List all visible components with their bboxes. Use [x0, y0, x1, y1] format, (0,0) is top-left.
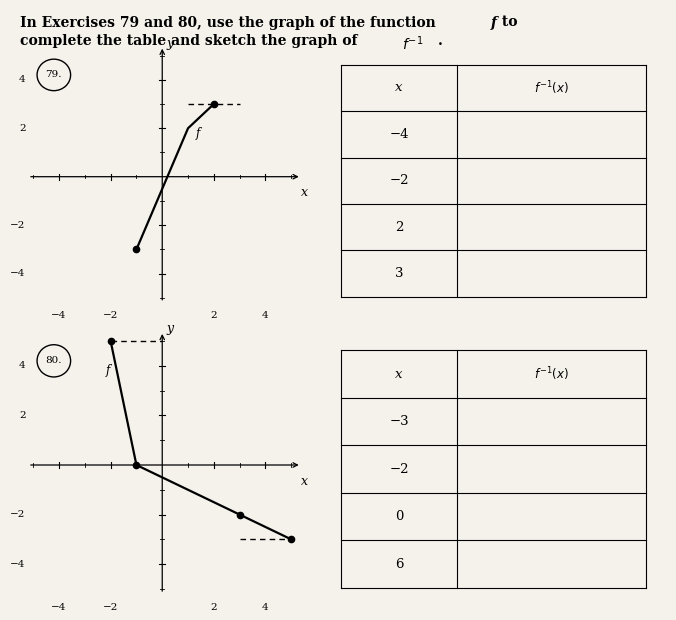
Text: f: f — [491, 16, 497, 30]
Text: 2: 2 — [210, 311, 217, 320]
Text: 4: 4 — [262, 603, 269, 612]
Text: 0: 0 — [395, 510, 404, 523]
Text: .: . — [438, 34, 443, 48]
Text: −2: −2 — [10, 510, 26, 519]
Text: In Exercises 79 and 80, use the graph of the function: In Exercises 79 and 80, use the graph of… — [20, 16, 441, 30]
Text: −4: −4 — [10, 269, 26, 278]
Text: y: y — [166, 37, 173, 50]
Text: −2: −2 — [103, 311, 118, 320]
Text: 6: 6 — [395, 557, 404, 570]
Text: complete the table and sketch the graph of: complete the table and sketch the graph … — [20, 34, 362, 48]
Text: 4: 4 — [19, 75, 26, 84]
Text: x: x — [301, 187, 308, 200]
Text: 2: 2 — [19, 411, 26, 420]
Text: −2: −2 — [103, 603, 118, 612]
Text: f: f — [105, 365, 110, 377]
Text: 4: 4 — [262, 311, 269, 320]
Text: −4: −4 — [10, 560, 26, 569]
Text: 79.: 79. — [45, 71, 62, 79]
Text: −2: −2 — [389, 463, 409, 476]
Text: −2: −2 — [10, 221, 26, 229]
Text: $f^{-1}(x)$: $f^{-1}(x)$ — [534, 365, 569, 383]
Text: x: x — [395, 368, 403, 381]
Text: 80.: 80. — [45, 356, 62, 365]
Text: 2: 2 — [19, 124, 26, 133]
Text: y: y — [166, 322, 173, 335]
Text: −3: −3 — [389, 415, 409, 428]
Text: 2: 2 — [395, 221, 404, 234]
Text: −4: −4 — [51, 603, 67, 612]
Text: 3: 3 — [395, 267, 404, 280]
Text: x: x — [301, 475, 308, 488]
Text: x: x — [395, 81, 403, 94]
Text: −4: −4 — [389, 128, 409, 141]
Text: $f^{-1}(x)$: $f^{-1}(x)$ — [534, 79, 569, 97]
Text: −4: −4 — [51, 311, 67, 320]
Text: f: f — [196, 126, 200, 140]
Text: 4: 4 — [19, 361, 26, 370]
Text: 2: 2 — [210, 603, 217, 612]
Text: $f^{-1}$: $f^{-1}$ — [402, 34, 423, 53]
Text: −2: −2 — [389, 174, 409, 187]
Text: to: to — [497, 16, 517, 30]
